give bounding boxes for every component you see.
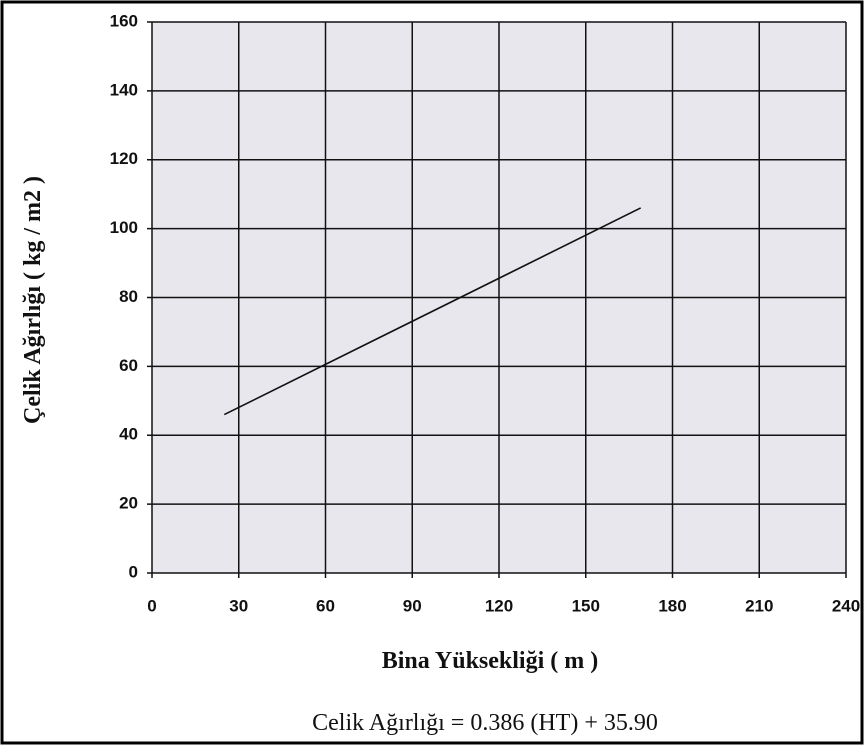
y-tick-label: 40 (119, 425, 138, 444)
x-tick-label: 150 (572, 596, 600, 615)
y-tick-label: 0 (129, 562, 138, 581)
x-tick-label: 0 (147, 596, 156, 615)
y-tick-label: 160 (110, 11, 138, 30)
x-tick-label: 60 (316, 596, 335, 615)
y-tick-label: 100 (110, 218, 138, 237)
y-tick-label: 140 (110, 80, 138, 99)
x-tick-label: 180 (658, 596, 686, 615)
x-tick-label: 90 (403, 596, 422, 615)
x-tick-label: 240 (832, 596, 860, 615)
x-tick-label: 210 (745, 596, 773, 615)
annotation: Celik Ağırlığı = 0.386 (HT) + 35.90 (312, 710, 658, 736)
x-tick-label: 30 (229, 596, 248, 615)
x-axis-label: Bina Yüksekliği ( m ) (382, 648, 598, 674)
y-tick-label: 20 (119, 494, 138, 513)
x-tick-label: 120 (485, 596, 513, 615)
y-tick-label: 80 (119, 287, 138, 306)
line (223, 207, 642, 416)
y-tick-label: 120 (110, 149, 138, 168)
y-tick-label: 60 (119, 356, 138, 375)
y-axis-label: Çelik Ağırlığı ( kg / m2 ) (20, 176, 46, 424)
